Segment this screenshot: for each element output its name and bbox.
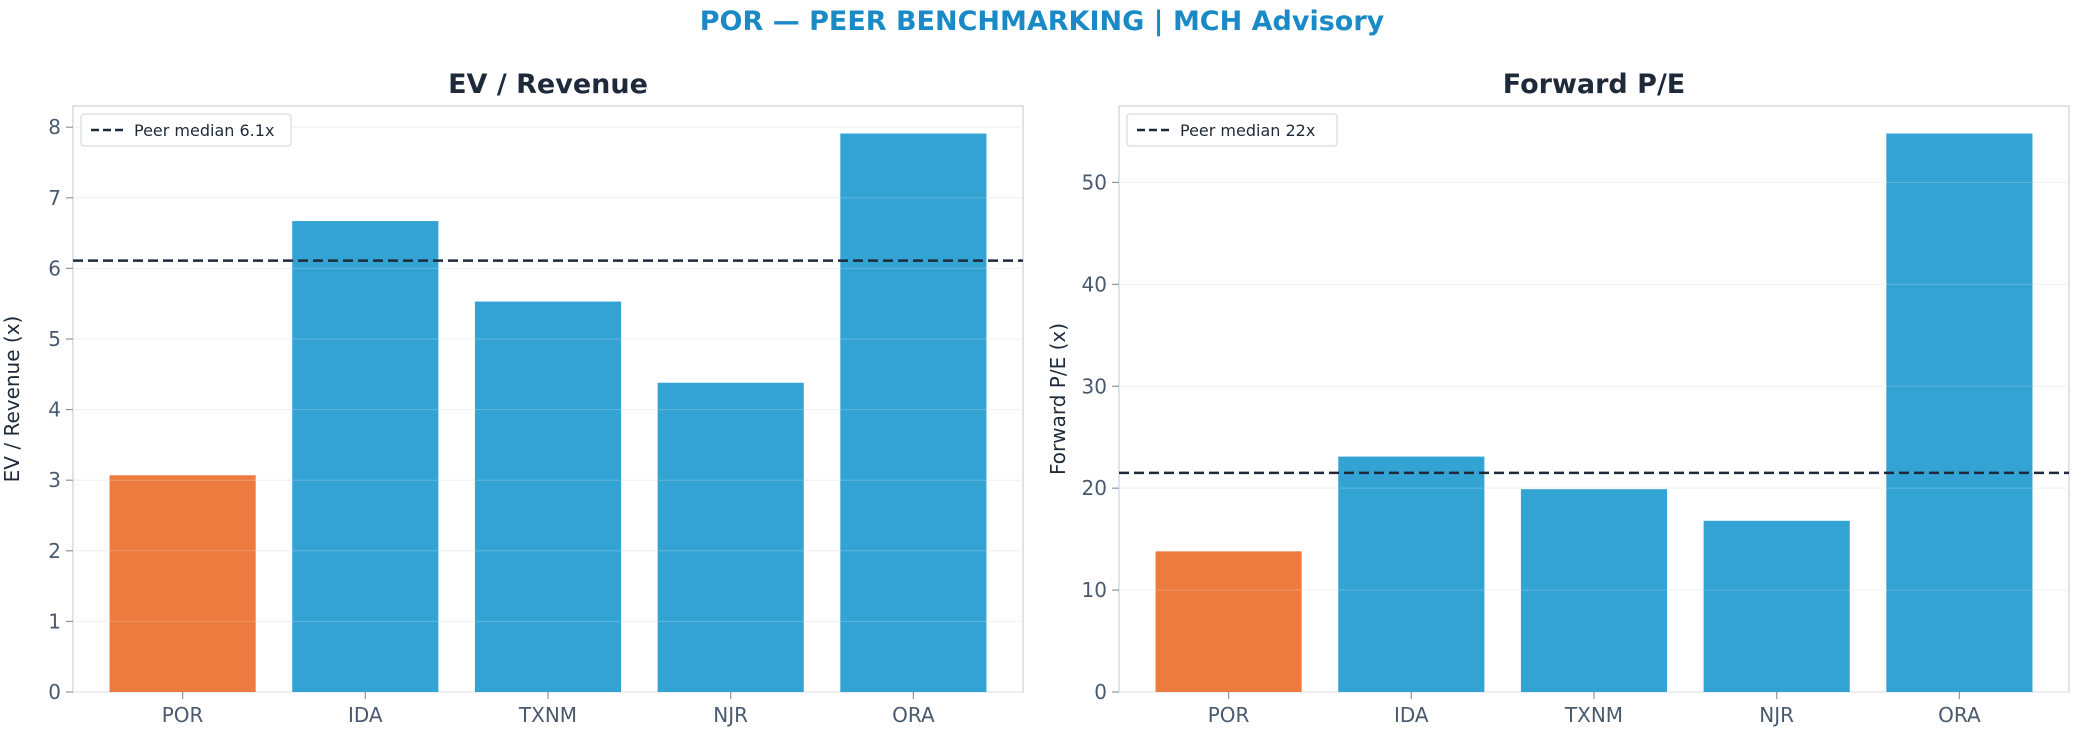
panel-title: EV / Revenue [448,69,648,100]
y-tick-label: 6 [48,256,61,280]
x-tick-label: ORA [892,703,935,727]
bar-por [1155,551,1302,692]
x-tick-label: POR [162,703,204,727]
panel-2: 0 10 20 30 40 50 POR IDA TXNM NJR ORA Forward P/E Fo… [1046,69,2070,727]
y-tick-label: 20 [1082,476,1107,500]
x-tick-label: IDA [348,703,383,727]
bar-njr [1703,520,1850,692]
y-tick-label: 0 [48,680,61,704]
y-tick-label: 3 [48,468,61,492]
bar-njr [657,382,804,692]
x-tick-label: ORA [1938,703,1981,727]
y-tick-label: 2 [48,539,61,563]
x-tick-label: IDA [1394,703,1429,727]
y-tick-label: 10 [1082,578,1107,602]
bar-ida [1338,456,1485,692]
panel-title: Forward P/E [1503,69,1686,100]
y-tick-label: 7 [48,186,61,210]
legend-box [1126,113,1338,147]
bar-ora [1886,133,2033,692]
legend-box [80,113,292,147]
bar-por [109,475,256,692]
y-tick-label: 30 [1082,374,1107,398]
y-tick-label: 8 [48,115,61,139]
figure-title: POR — PEER BENCHMARKING | MCH Advisory [699,6,1385,37]
y-tick-label: 50 [1082,170,1107,194]
y-tick-label: 5 [48,327,61,351]
x-tick-label: TXNM [518,703,577,727]
bar-ida [292,221,439,693]
x-tick-label: NJR [1759,703,1794,727]
y-tick-label: 4 [48,398,61,422]
bar-txnm [474,301,622,692]
bar-txnm [1520,489,1668,692]
y-tick-label: 1 [48,609,61,633]
x-tick-label: NJR [713,703,748,727]
panel-1: 0 1 2 3 4 5 6 7 8 POR IDA TXNM NJR ORA EV / Revenue EV … [0,69,1024,727]
y-tick-label: 40 [1082,272,1107,296]
y-axis-label: Forward P/E (x) [1046,323,1070,475]
y-tick-label: 0 [1094,680,1107,704]
x-tick-label: TXNM [1564,703,1623,727]
y-axis-label: EV / Revenue (x) [0,316,24,483]
x-tick-label: POR [1208,703,1250,727]
legend-label: Peer median 6.1x [134,121,274,140]
bar-ora [840,133,987,693]
legend-label: Peer median 22x [1180,121,1315,140]
